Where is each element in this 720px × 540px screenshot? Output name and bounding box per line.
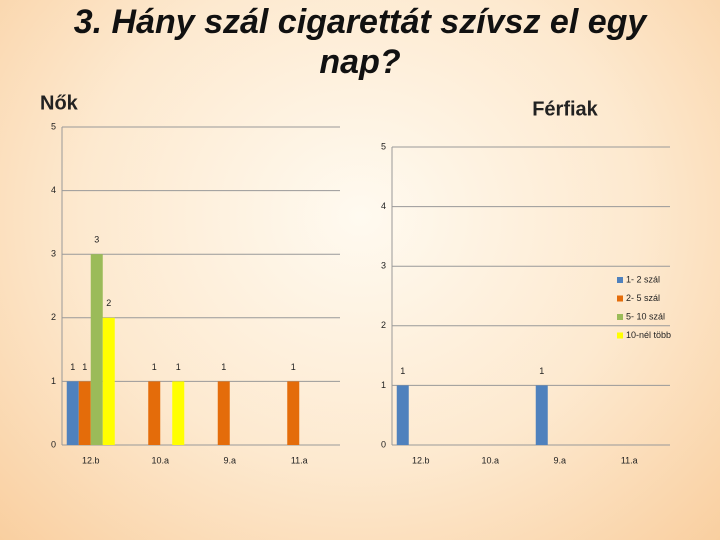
y-tick-label: 2 [381,320,386,330]
legend-swatch [617,277,623,283]
data-label: 1 [221,362,226,372]
data-label: 1 [539,366,544,376]
chart-title: Nők [40,92,79,114]
y-tick-label: 1 [381,380,386,390]
y-tick-label: 0 [381,439,386,449]
data-label: 1 [291,362,296,372]
data-label: 1 [82,362,87,372]
y-tick-label: 4 [381,201,386,211]
y-tick-label: 2 [51,312,56,322]
y-tick-label: 5 [381,141,386,151]
bar [148,381,161,445]
x-tick-label: 11.a [291,455,308,465]
chart-title: Férfiak [532,98,598,120]
data-label: 1 [400,366,405,376]
y-tick-label: 1 [51,376,56,386]
x-tick-label: 12.b [82,455,100,465]
bar [217,381,230,445]
bar [90,254,103,445]
x-tick-label: 9.a [223,455,236,465]
legend-swatch [617,332,623,339]
data-label: 3 [94,235,99,245]
data-label: 2 [106,298,111,308]
legend-label: 5- 10 szál [626,311,665,321]
bar [78,381,91,445]
y-tick-label: 5 [51,121,56,131]
data-label: 1 [152,362,157,372]
bar [66,381,79,445]
bar [535,385,548,445]
bar [172,381,185,445]
legend-label: 10-nél több [626,330,671,340]
bar [102,317,115,445]
x-tick-label: 10.a [151,455,169,465]
legend-label: 1- 2 szál [626,274,660,284]
x-tick-label: 11.a [621,455,638,465]
legend-swatch [617,314,623,320]
bar [396,385,409,445]
y-tick-label: 3 [381,261,386,271]
data-label: 1 [70,362,75,372]
x-tick-label: 9.a [553,455,566,465]
page-title: 3. Hány szál cigarettát szívsz el egy na… [73,3,647,81]
x-tick-label: 12.b [412,455,430,465]
y-tick-label: 0 [51,439,56,449]
legend-label: 2- 5 szál [626,293,660,303]
legend-swatch [617,295,623,302]
data-label: 1 [176,362,181,372]
y-tick-label: 4 [51,185,56,195]
x-tick-label: 10.a [481,455,499,465]
bar [287,381,300,445]
y-tick-label: 3 [51,249,56,259]
